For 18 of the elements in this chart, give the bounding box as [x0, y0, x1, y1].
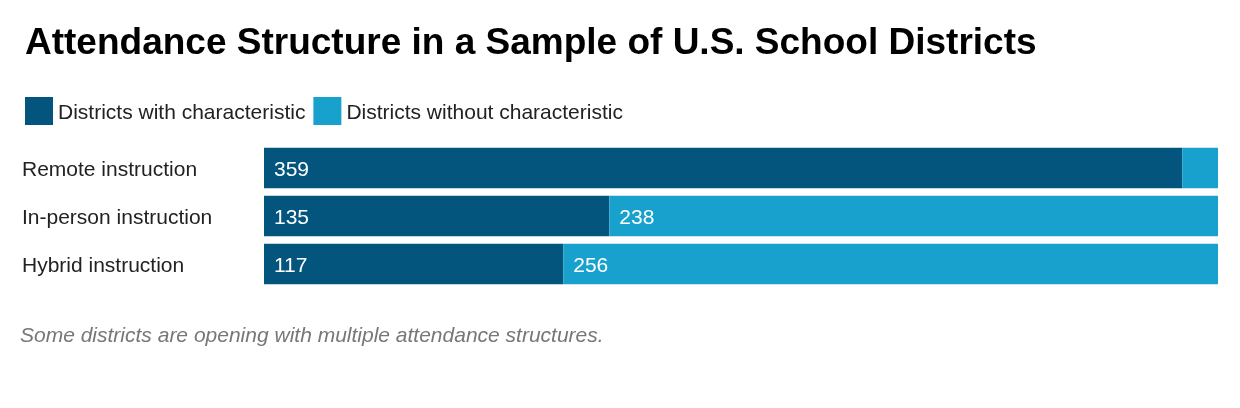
data-label: 117 [274, 252, 308, 276]
chart-title: Attendance Structure in a Sample of U.S. School Districts [25, 21, 1037, 62]
bar [1182, 147, 1218, 189]
legend-label: Districts with characteristic [58, 99, 306, 123]
data-label: 256 [573, 252, 609, 276]
bar [264, 243, 564, 285]
data-label: 238 [619, 204, 655, 228]
legend-label: Districts without characteristic [346, 99, 623, 123]
text: Some districts are opening with multiple attendance structures. [20, 323, 604, 346]
y-tick-label: In-person instruction [22, 204, 213, 228]
bar [609, 195, 1218, 237]
y-tick-label: Remote instruction [22, 156, 198, 180]
bar [264, 195, 610, 237]
data-label: 359 [274, 156, 310, 180]
y-tick-label: Hybrid instruction [22, 252, 185, 276]
data-label: 135 [274, 204, 310, 228]
bar [264, 147, 1183, 189]
bar [563, 243, 1218, 285]
